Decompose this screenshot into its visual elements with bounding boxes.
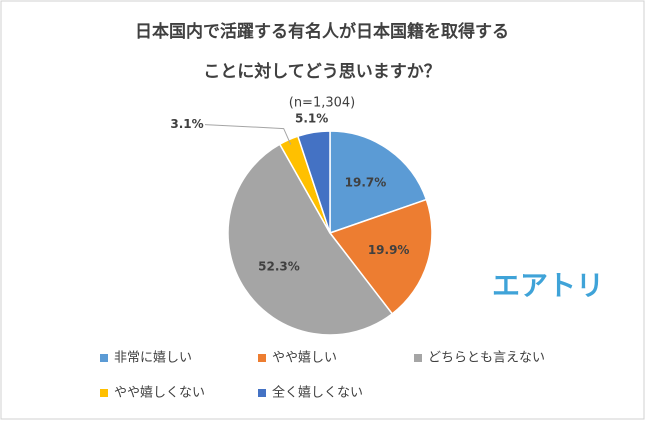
legend-swatch: [414, 354, 422, 362]
legend-label: 非常に嬉しい: [114, 351, 192, 366]
data-label: 19.9%: [368, 243, 410, 257]
legend-label: やや嬉しい: [272, 351, 337, 366]
logo: エアトリ: [492, 269, 604, 302]
chart-title: 日本国内で活躍する有名人が日本国籍を取得する: [135, 21, 509, 42]
data-label: 52.3%: [258, 259, 300, 273]
legend-swatch: [258, 354, 266, 362]
leader-line: [204, 124, 292, 145]
chart-title: ことに対してどう思いますか？: [203, 61, 441, 82]
data-label: 5.1%: [295, 112, 328, 126]
legend-label: やや嬉しくない: [114, 386, 205, 401]
legend-swatch: [100, 389, 108, 397]
legend-label: 全く嬉しくない: [272, 385, 363, 401]
legend-label: どちらとも言えない: [428, 351, 545, 366]
pie-slice: [227, 143, 394, 336]
pie-slice: [296, 130, 331, 234]
pie-slice: [328, 198, 433, 315]
legend-swatch: [100, 354, 108, 362]
chart-subtitle: (n=1,304): [289, 96, 356, 111]
data-label: 3.1%: [170, 117, 203, 131]
data-label: 19.7%: [345, 176, 387, 190]
legend-swatch: [258, 389, 266, 397]
